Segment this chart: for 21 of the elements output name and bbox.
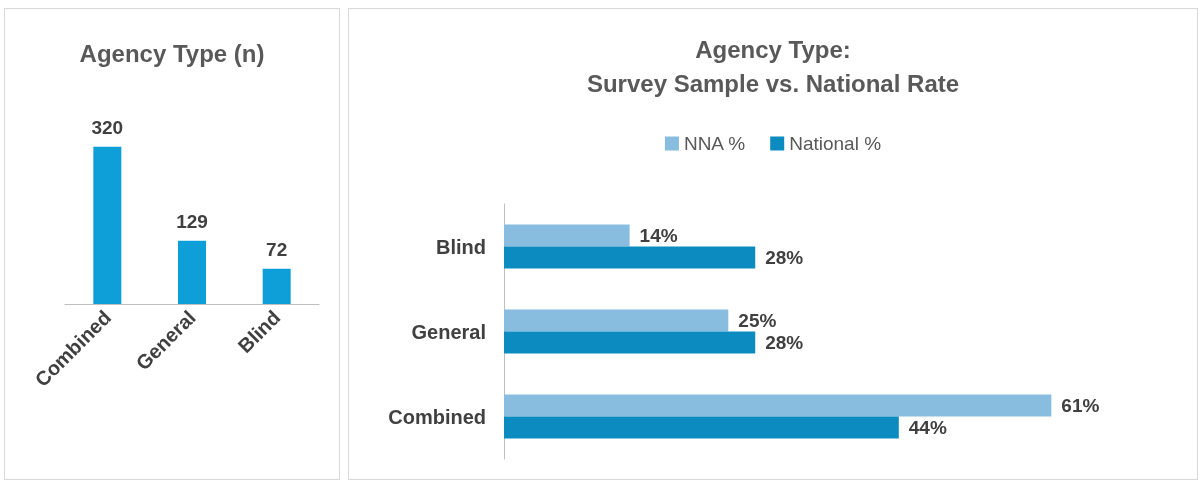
data-label: 72	[266, 238, 288, 260]
bar	[504, 246, 756, 269]
legend-label: NNA %	[683, 133, 746, 154]
bar	[504, 224, 630, 247]
chart-title: Agency Type (n)	[79, 39, 265, 67]
data-label: 129	[176, 210, 208, 232]
data-label: 25%	[738, 310, 777, 331]
data-label: 44%	[908, 417, 947, 438]
data-label: 28%	[765, 247, 804, 268]
data-label: 320	[91, 116, 124, 138]
bar	[504, 309, 729, 332]
bar	[504, 416, 899, 439]
legend-label: National %	[789, 133, 882, 154]
bar	[504, 394, 1052, 417]
chart-title: Agency Type: Survey Sample vs. National Rate	[586, 35, 960, 97]
data-label: 61%	[1061, 395, 1100, 416]
y-tick-label: Combined	[388, 405, 486, 428]
bar	[504, 331, 756, 354]
y-tick-label: Blind	[436, 235, 486, 258]
data-label: 28%	[765, 332, 804, 353]
data-label: 14%	[639, 225, 678, 246]
